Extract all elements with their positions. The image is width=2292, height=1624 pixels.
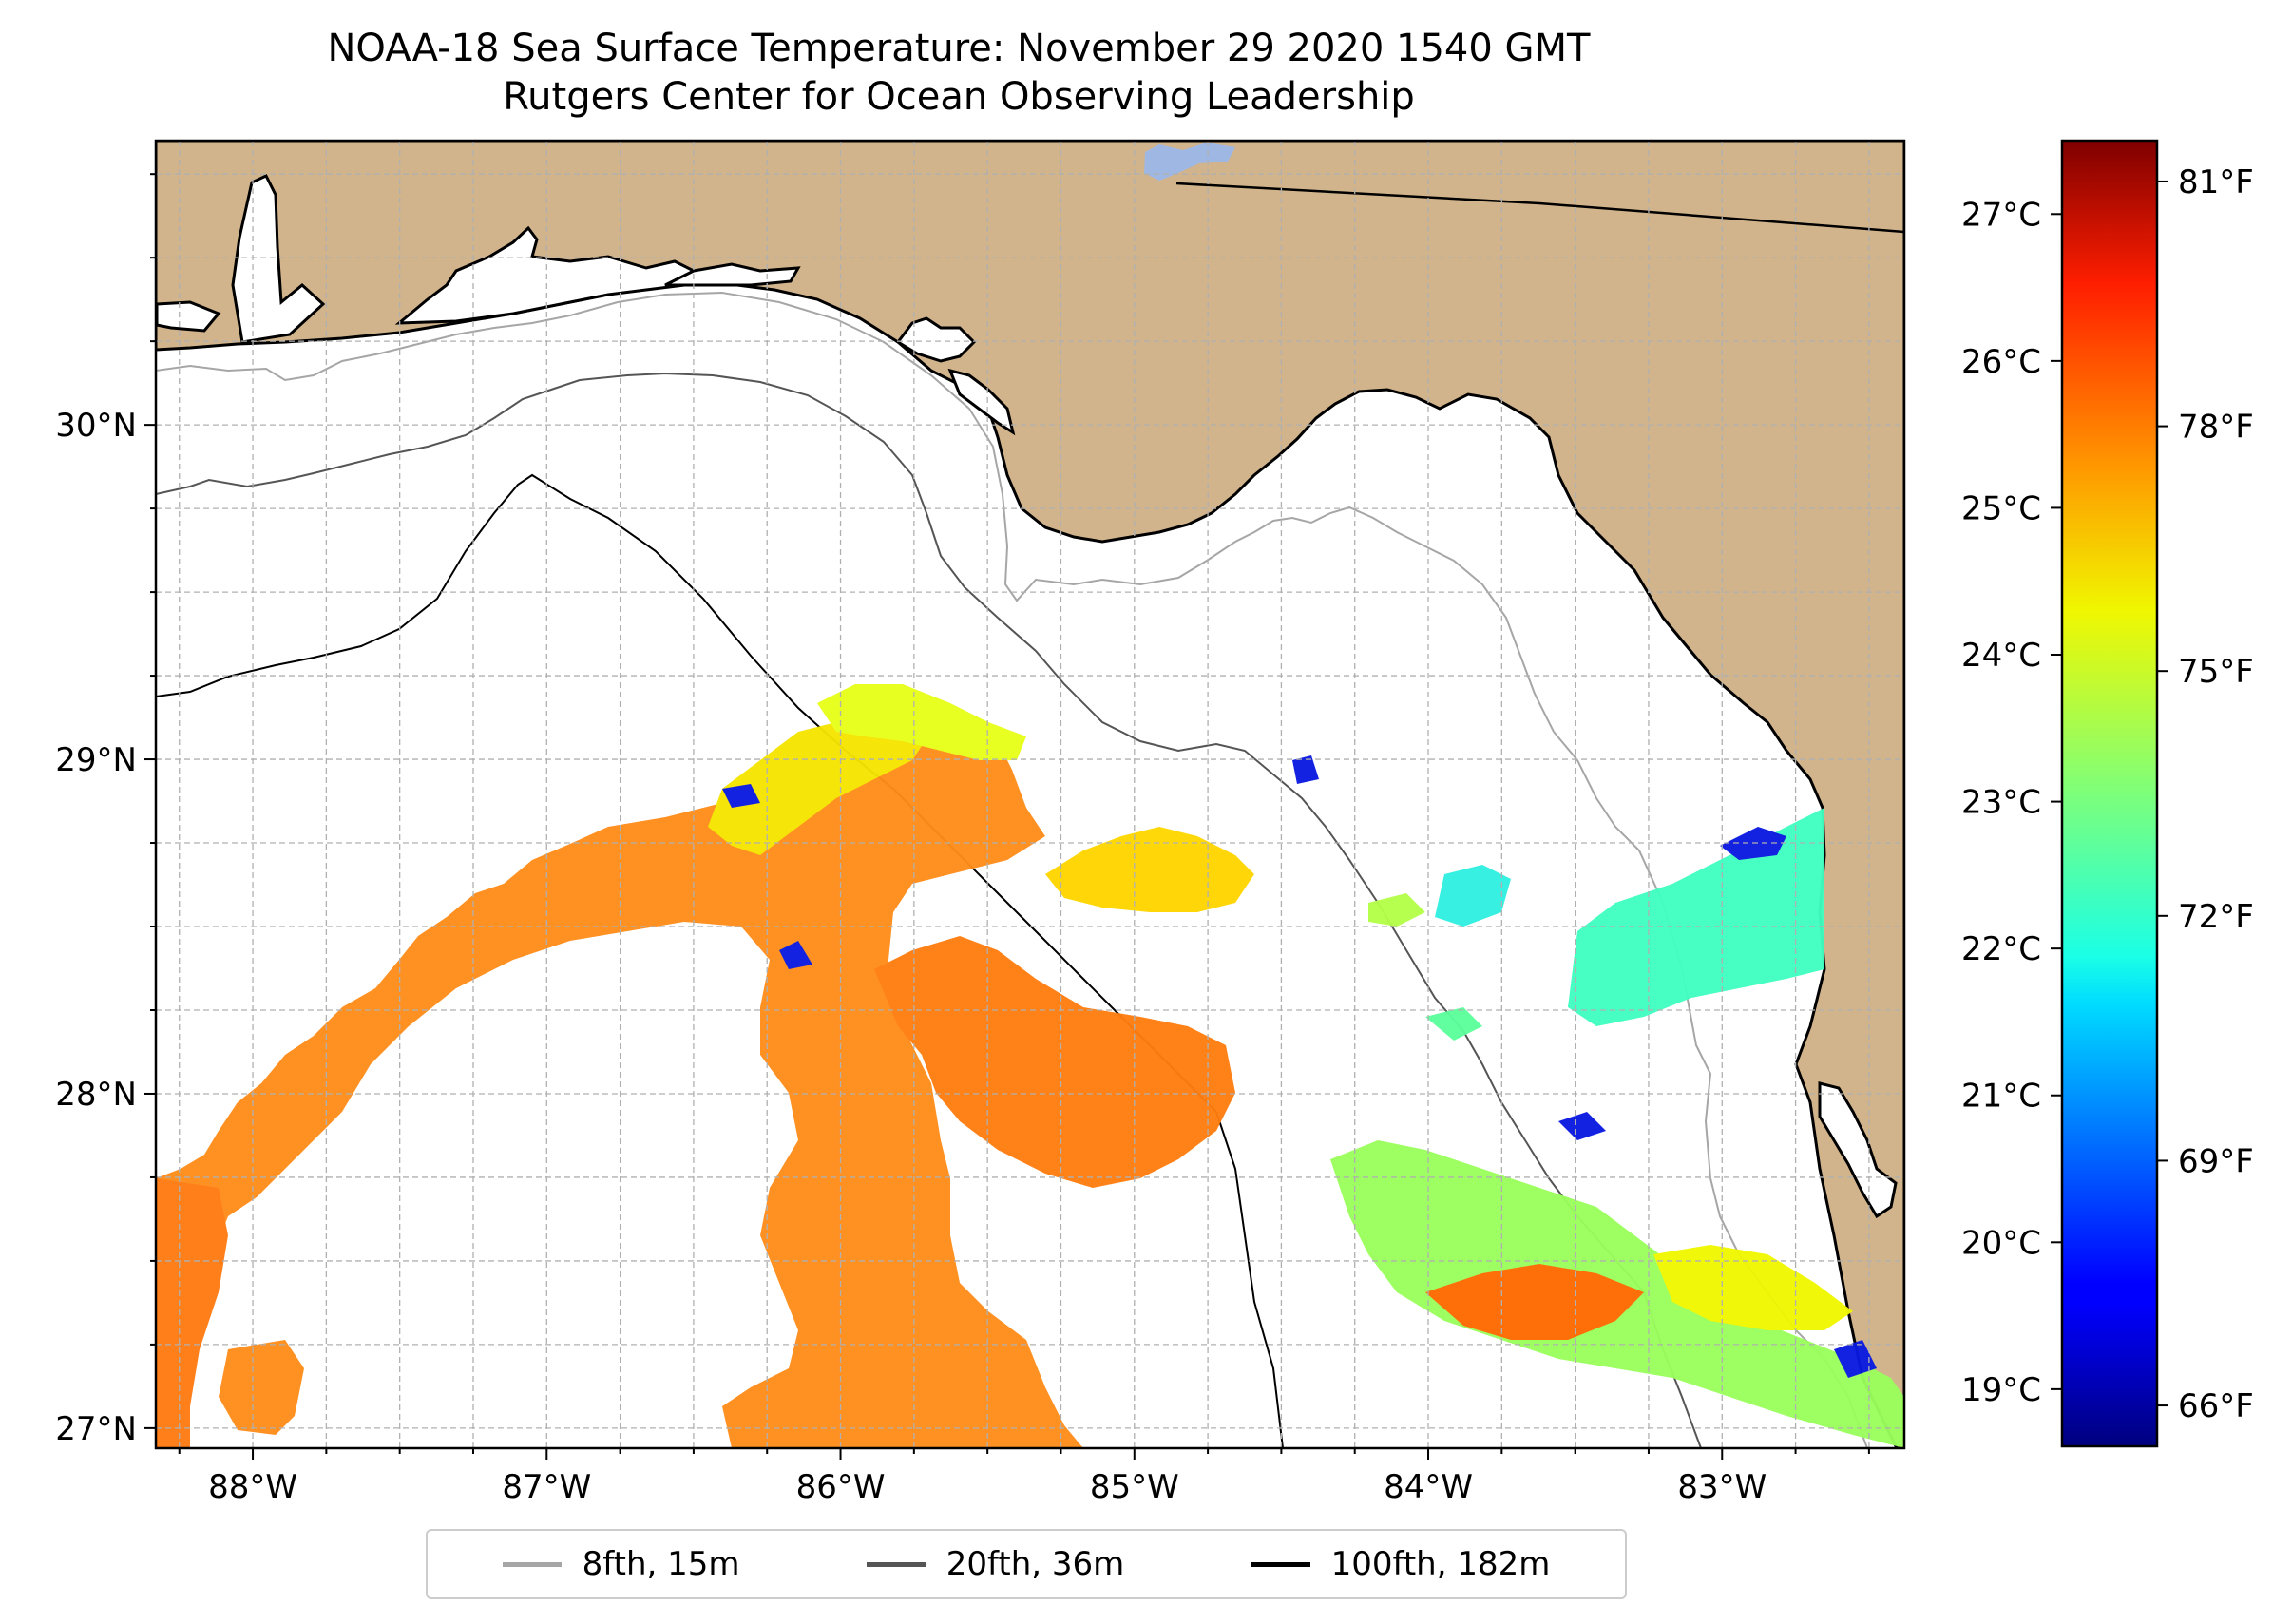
colorbar-c-label: 22°C <box>1961 930 2041 968</box>
bay-water <box>664 262 801 287</box>
sst-spot-cold <box>1834 1340 1877 1378</box>
map-border <box>154 139 1906 1450</box>
lon-tick-label: 83°W <box>1677 1468 1767 1506</box>
colorbar-f-label: 72°F <box>2178 898 2254 936</box>
lon-tick-label: 87°W <box>502 1468 591 1506</box>
map-panel <box>156 141 1904 1448</box>
sst-patch-warm <box>874 936 1235 1188</box>
lon-tick-label: 86°W <box>796 1468 886 1506</box>
sst-patch-mid <box>1653 1245 1853 1330</box>
bay-water <box>1818 1081 1898 1219</box>
colorbar-c-label: 21°C <box>1961 1078 2041 1116</box>
lon-tick-label: 85°W <box>1090 1468 1179 1506</box>
legend-item: 8fth, 15m <box>502 1545 740 1583</box>
bay-water <box>231 174 326 344</box>
bay-water <box>394 225 707 325</box>
sst-patch-cool <box>1435 865 1511 927</box>
sst-patch-cool <box>1568 808 1824 1026</box>
colorbar <box>2060 139 2159 1448</box>
sst-spot-cold <box>722 784 760 808</box>
colorbar-f-label: 78°F <box>2178 409 2254 447</box>
sst-spot-cold <box>1558 1112 1606 1140</box>
legend-label: 8fth, 15m <box>582 1545 740 1583</box>
lat-tick-label: 29°N <box>55 741 137 779</box>
sst-patch-mid <box>1425 1007 1482 1041</box>
bay-water <box>895 316 977 363</box>
colorbar-c-label: 19°C <box>1961 1371 2041 1409</box>
sst-patch-mid <box>1045 827 1254 912</box>
state-border <box>1175 182 1904 234</box>
sst-spot-cold <box>1292 755 1319 784</box>
colorbar-f-label: 81°F <box>2178 163 2254 201</box>
latitude-axis: 30°N 29°N 28°N 27°N <box>55 173 156 1448</box>
bay-water <box>947 368 1016 436</box>
colorbar-c-label: 26°C <box>1961 343 2041 381</box>
contour-20fth <box>156 372 1702 1448</box>
colorbar-f-label: 75°F <box>2178 653 2254 691</box>
legend-label: 100fth, 182m <box>1330 1545 1551 1583</box>
colorbar-c-label: 25°C <box>1961 489 2041 527</box>
colorbar-f-label: 69°F <box>2178 1142 2254 1180</box>
sst-patch-warm <box>156 1178 228 1448</box>
legend-line-swatch <box>866 1561 926 1567</box>
legend-line-swatch <box>502 1561 562 1567</box>
colorbar-c-label: 24°C <box>1961 637 2041 675</box>
contour-legend: 8fth, 15m 20fth, 36m 100fth, 182m <box>426 1529 1627 1599</box>
longitude-axis: 88°W 87°W 86°W 85°W 84°W 83°W <box>178 1448 1870 1506</box>
gridlines <box>156 141 1904 1448</box>
colorbar-c-label: 23°C <box>1961 784 2041 822</box>
sst-patch-mid <box>1368 893 1425 927</box>
lat-tick-label: 30°N <box>55 407 137 445</box>
sst-spot-cold <box>779 941 812 969</box>
chart-subtitle: Rutgers Center for Ocean Observing Leade… <box>503 75 1415 119</box>
sst-data-layer <box>156 684 1904 1448</box>
lake <box>1144 143 1235 181</box>
sst-patch-warm <box>1425 1264 1644 1340</box>
legend-item: 100fth, 182m <box>1251 1545 1551 1583</box>
colorbar-celsius-axis: 27°C 26°C 25°C 24°C 23°C 22°C 21°C 20°C 19°C <box>1961 196 2062 1409</box>
lon-tick-label: 84°W <box>1384 1468 1473 1506</box>
lat-tick-label: 27°N <box>55 1410 137 1448</box>
sst-patch-warm <box>219 1340 304 1435</box>
colorbar-fahrenheit-axis: 81°F 78°F 75°F 72°F 69°F 66°F <box>2157 163 2254 1425</box>
sst-patch-mid <box>708 703 931 855</box>
colorbar-c-label: 20°C <box>1961 1224 2041 1262</box>
legend-item: 20fth, 36m <box>866 1545 1125 1583</box>
colorbar-f-label: 66°F <box>2178 1387 2254 1425</box>
lat-tick-label: 28°N <box>55 1076 137 1114</box>
legend-label: 20fth, 36m <box>945 1545 1125 1583</box>
sst-patch-mid <box>817 684 1026 760</box>
lon-tick-label: 88°W <box>208 1468 297 1506</box>
colorbar-c-label: 27°C <box>1961 196 2041 234</box>
legend-line-swatch <box>1251 1561 1310 1567</box>
chart-title: NOAA-18 Sea Surface Temperature: Novembe… <box>327 27 1591 70</box>
sst-patch-warm <box>156 722 1083 1448</box>
